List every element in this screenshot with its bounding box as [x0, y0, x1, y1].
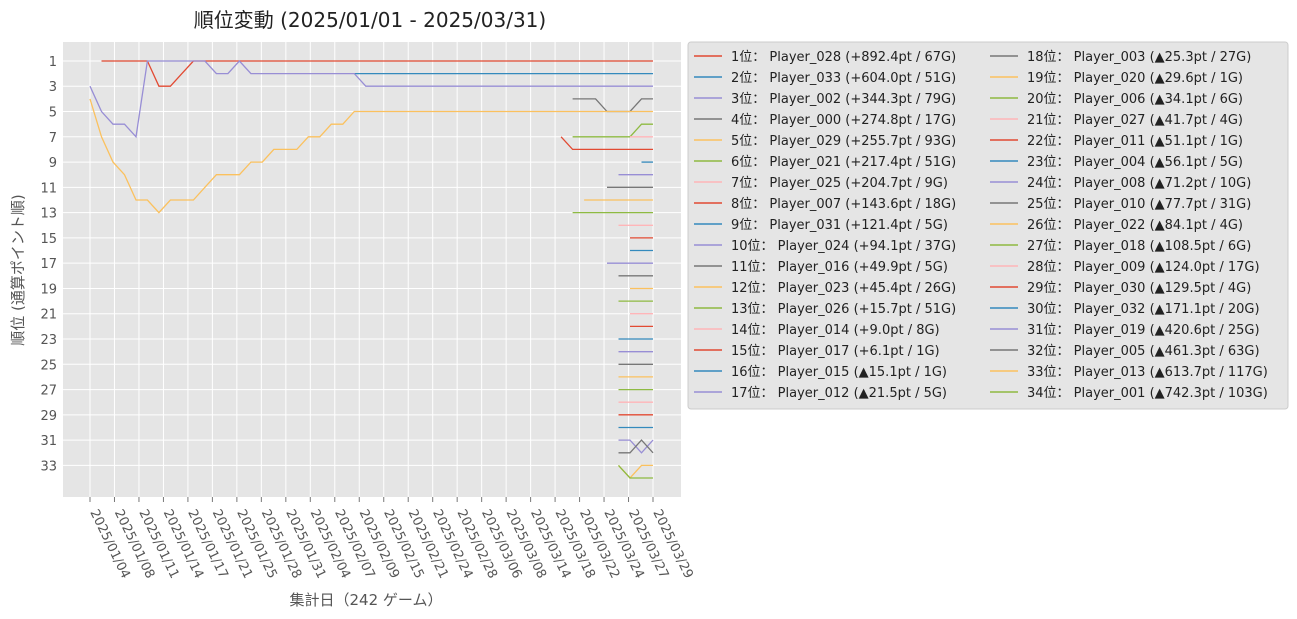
- series-line-3: [89, 60, 653, 139]
- legend-label: 17位： Player_012 (▲21.5pt / 5G): [731, 386, 947, 401]
- y-tick-label: 19: [40, 282, 57, 297]
- legend-label: 34位： Player_001 (▲742.3pt / 103G): [1027, 386, 1268, 401]
- legend-label: 32位： Player_005 (▲461.3pt / 63G): [1027, 344, 1260, 359]
- y-tick-label: 3: [49, 80, 57, 95]
- plot-area: [63, 42, 681, 497]
- legend-label: 26位： Player_022 (▲84.1pt / 4G): [1027, 218, 1243, 233]
- legend-label: 30位： Player_032 (▲171.1pt / 20G): [1027, 302, 1260, 317]
- legend-label: 7位： Player_025 (+204.7pt / 9G): [731, 176, 948, 191]
- y-tick-label: 25: [40, 358, 57, 373]
- y-tick-label: 31: [40, 434, 57, 449]
- legend-label: 4位： Player_000 (+274.8pt / 17G): [731, 113, 956, 128]
- series-line-34: [618, 464, 653, 479]
- legend-label: 11位： Player_016 (+49.9pt / 5G): [731, 260, 948, 275]
- legend-label: 5位： Player_029 (+255.7pt / 93G): [731, 134, 956, 149]
- gridlines: [63, 42, 681, 497]
- chart-title: 順位変動 (2025/01/01 - 2025/03/31): [194, 8, 546, 32]
- series-line-8: [560, 136, 653, 151]
- series-lines: [89, 60, 654, 479]
- y-tick-label: 13: [40, 207, 57, 222]
- legend-label: 10位： Player_024 (+94.1pt / 37G): [731, 239, 956, 254]
- y-tick-label: 29: [40, 409, 57, 424]
- legend-box: [687, 41, 1289, 410]
- legend-label: 20位： Player_006 (▲34.1pt / 6G): [1027, 92, 1243, 107]
- legend-label: 33位： Player_013 (▲613.7pt / 117G): [1027, 365, 1268, 380]
- legend-label: 27位： Player_018 (▲108.5pt / 6G): [1027, 239, 1251, 254]
- y-tick-label: 17: [40, 257, 57, 272]
- y-tick-label: 5: [49, 106, 57, 121]
- legend-label: 6位： Player_021 (+217.4pt / 51G): [731, 155, 956, 170]
- legend-label: 25位： Player_010 (▲77.7pt / 31G): [1027, 197, 1251, 212]
- legend-label: 29位： Player_030 (▲129.5pt / 4G): [1027, 281, 1251, 296]
- legend-label: 28位： Player_009 (▲124.0pt / 17G): [1027, 260, 1260, 275]
- legend-label: 18位： Player_003 (▲25.3pt / 27G): [1027, 50, 1251, 65]
- y-tick-label: 7: [49, 131, 57, 146]
- legend-label: 9位： Player_031 (+121.4pt / 5G): [731, 218, 948, 233]
- legend-label: 19位： Player_020 (▲29.6pt / 1G): [1027, 71, 1243, 86]
- series-line-32: [618, 439, 654, 454]
- legend: 1位： Player_028 (+892.4pt / 67G) 2位： Playe…: [694, 50, 1268, 401]
- legend-label: 2位： Player_033 (+604.0pt / 51G): [731, 71, 956, 86]
- legend-label: 23位： Player_004 (▲56.1pt / 5G): [1027, 155, 1243, 170]
- y-tick-label: 27: [40, 384, 57, 399]
- legend-label: 1位： Player_028 (+892.4pt / 67G): [731, 50, 956, 65]
- y-tick-label: 23: [40, 333, 57, 348]
- y-tick-label: 15: [40, 232, 57, 247]
- legend-label: 24位： Player_008 (▲71.2pt / 10G): [1027, 176, 1251, 191]
- y-tick-label: 1: [49, 55, 57, 70]
- y-axis-title: 順位 (通算ポイント順): [9, 194, 27, 345]
- series-line-5: [89, 98, 653, 214]
- y-tick-label: 11: [40, 181, 57, 196]
- series-line-6: [572, 123, 653, 138]
- legend-label: 21位： Player_027 (▲41.7pt / 4G): [1027, 113, 1243, 128]
- y-tick-label: 33: [40, 459, 57, 474]
- legend-label: 22位： Player_011 (▲51.1pt / 1G): [1027, 134, 1243, 149]
- legend-label: 3位： Player_002 (+344.3pt / 79G): [731, 92, 956, 107]
- x-axis-title: 集計日（242 ゲーム）: [290, 591, 443, 609]
- legend-label: 14位： Player_014 (+9.0pt / 8G): [731, 323, 940, 338]
- legend-label: 13位： Player_026 (+15.7pt / 51G): [731, 302, 956, 317]
- legend-label: 31位： Player_019 (▲420.6pt / 25G): [1027, 323, 1260, 338]
- legend-label: 8位： Player_007 (+143.6pt / 18G): [731, 197, 956, 212]
- y-tick-label: 21: [40, 308, 57, 323]
- legend-label: 16位： Player_015 (▲15.1pt / 1G): [731, 365, 947, 380]
- legend-label: 12位： Player_023 (+45.4pt / 26G): [731, 281, 956, 296]
- y-tick-label: 9: [49, 156, 57, 171]
- legend-label: 15位： Player_017 (+6.1pt / 1G): [731, 344, 940, 359]
